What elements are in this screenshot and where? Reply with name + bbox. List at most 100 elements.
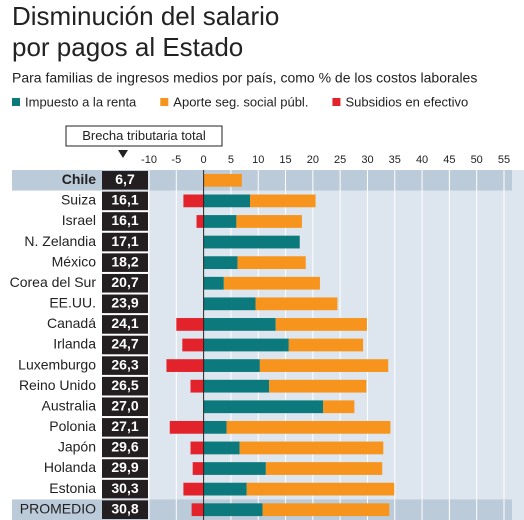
category-label: Corea del Sur xyxy=(10,274,97,290)
bar-segment xyxy=(259,359,389,372)
x-tick-label: 5 xyxy=(228,154,234,166)
category-label: México xyxy=(52,253,97,269)
total-box xyxy=(102,315,148,334)
total-box xyxy=(102,459,148,478)
category-label: Holanda xyxy=(44,459,96,475)
category-label: Israel xyxy=(62,212,96,228)
bar-segment xyxy=(203,173,242,187)
category-label: EE.UU. xyxy=(49,295,96,311)
bar-segment xyxy=(203,462,266,475)
chart-title: por pagos al Estado xyxy=(12,32,243,62)
bar-segment xyxy=(239,441,384,455)
category-label: Luxemburgo xyxy=(18,356,96,372)
total-box xyxy=(102,376,148,396)
bar-segment xyxy=(203,318,276,331)
bar-segment xyxy=(269,379,367,393)
bar-segment xyxy=(323,400,355,414)
bar-segment xyxy=(275,318,367,331)
category-label: N. Zelandia xyxy=(24,233,96,249)
total-value: 27,1 xyxy=(111,418,138,434)
total-box xyxy=(102,397,148,417)
total-value: 24,7 xyxy=(111,336,138,352)
bar-segment xyxy=(166,359,204,372)
bar-segment xyxy=(203,441,240,455)
x-tick-label: 0 xyxy=(201,154,207,166)
bar-segment xyxy=(192,462,204,475)
total-box xyxy=(102,232,148,252)
bar-segment xyxy=(203,420,227,434)
bar-segment xyxy=(203,482,247,496)
legend-label: Impuesto a la renta xyxy=(25,94,137,109)
bar-segment xyxy=(203,400,324,414)
total-box xyxy=(102,438,148,458)
legend-swatch xyxy=(160,98,169,106)
x-tick-label: 35 xyxy=(389,154,401,166)
total-value: 23,9 xyxy=(111,295,138,311)
total-value: 30,3 xyxy=(111,480,138,496)
x-tick-label: 15 xyxy=(279,154,291,166)
bar-segment xyxy=(203,503,263,517)
bar-segment xyxy=(196,215,204,228)
total-value: 30,8 xyxy=(111,500,138,516)
total-box xyxy=(102,191,148,211)
total-box xyxy=(102,253,148,272)
total-value: 26,3 xyxy=(111,356,138,372)
bar-segment xyxy=(226,420,391,434)
total-value: 29,9 xyxy=(111,459,138,475)
category-label: Chile xyxy=(62,171,96,187)
total-value: 24,1 xyxy=(111,315,138,331)
bar-segment xyxy=(203,256,238,270)
x-tick-label: 25 xyxy=(334,154,346,166)
total-box xyxy=(102,356,148,375)
total-box xyxy=(102,273,148,293)
total-box xyxy=(102,479,148,499)
category-label: Suiza xyxy=(61,192,96,208)
x-tick-label: -10 xyxy=(141,154,157,166)
x-tick-label: 45 xyxy=(443,154,455,166)
total-box xyxy=(102,171,148,190)
legend-swatch xyxy=(332,98,341,106)
total-value: 17,1 xyxy=(111,233,138,249)
chart-title: Disminución del salario xyxy=(12,1,279,31)
bar-segment xyxy=(237,256,306,270)
total-value: 16,1 xyxy=(111,192,138,208)
total-box xyxy=(102,335,148,355)
total-value: 27,0 xyxy=(111,397,138,413)
x-tick-label: 30 xyxy=(361,154,373,166)
category-label: Japón xyxy=(58,439,96,455)
bar-segment xyxy=(223,276,320,290)
bar-segment xyxy=(169,420,204,434)
total-pointer xyxy=(118,150,128,158)
bar-segment xyxy=(183,482,204,496)
bar-segment xyxy=(203,235,300,249)
bar-segment xyxy=(183,194,204,208)
category-label: PROMEDIO xyxy=(20,500,96,516)
bar-segment xyxy=(203,276,224,290)
x-tick-label: -5 xyxy=(171,154,181,166)
total-label: Brecha tributaria total xyxy=(82,128,206,143)
bar-segment xyxy=(203,194,251,208)
bar-segment xyxy=(190,379,204,393)
bar-segment xyxy=(176,318,204,331)
legend-label: Subsidios en efectivo xyxy=(345,94,468,109)
bar-segment xyxy=(265,462,383,475)
bar-segment xyxy=(250,194,316,208)
bar-segment xyxy=(190,441,204,455)
bar-segment xyxy=(255,297,338,311)
x-tick-label: 55 xyxy=(498,154,510,166)
x-tick-label: 10 xyxy=(252,154,264,166)
legend-label: Aporte seg. social públ. xyxy=(173,94,308,109)
bar-segment xyxy=(246,482,395,496)
total-label-box xyxy=(65,125,223,147)
bar-segment xyxy=(203,359,260,372)
bar-segment xyxy=(191,503,204,517)
total-value: 26,5 xyxy=(111,377,138,393)
total-value: 29,6 xyxy=(111,439,138,455)
legend-swatch xyxy=(12,98,20,106)
bar-segment xyxy=(203,215,237,228)
bar-segment xyxy=(262,503,390,517)
category-label: Reino Unido xyxy=(19,377,96,393)
total-value: 6,7 xyxy=(115,171,135,187)
bar-segment xyxy=(203,297,256,311)
